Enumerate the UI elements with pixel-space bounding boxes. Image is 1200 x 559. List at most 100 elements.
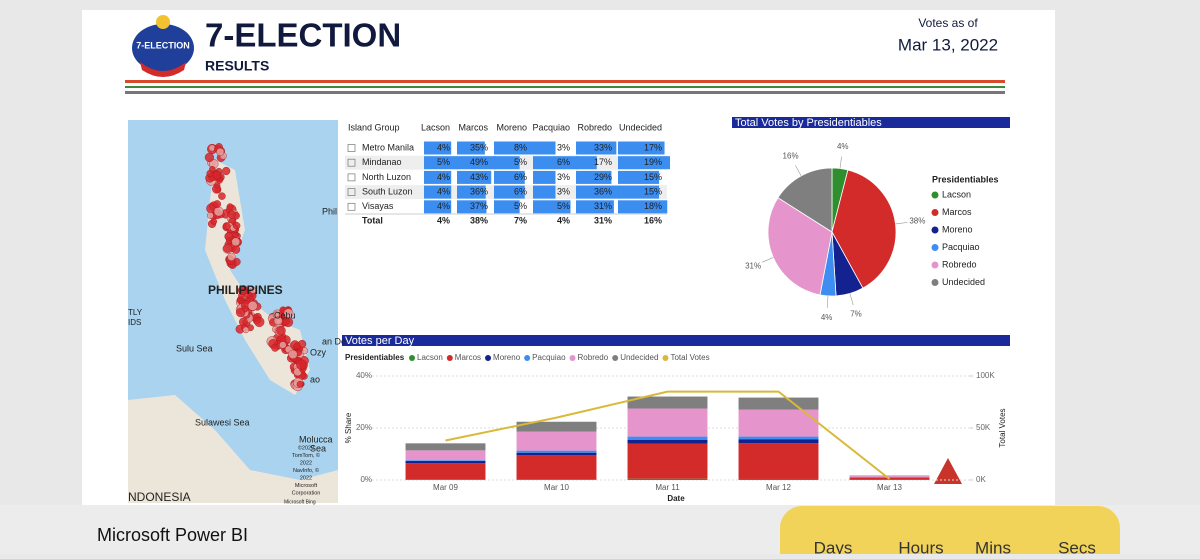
map-label: ao xyxy=(310,374,320,384)
data-bar xyxy=(533,186,556,199)
legend-label: Marcos xyxy=(942,207,972,217)
map-dot xyxy=(223,222,230,229)
y2-tick-label: 100K xyxy=(976,371,995,380)
y-tick-label: 40% xyxy=(356,371,372,380)
table-cell: 15% xyxy=(644,186,662,196)
chart-title: Votes per Day xyxy=(345,335,415,347)
bar-segment xyxy=(850,476,930,477)
table-cell: 6% xyxy=(514,186,527,196)
bar-segment xyxy=(406,479,486,480)
table-total: 7% xyxy=(514,215,527,225)
data-bar xyxy=(533,142,556,155)
legend-label: Undecided xyxy=(620,353,658,362)
table-header: Undecided xyxy=(619,122,662,132)
table-cell: Visayas xyxy=(362,201,394,211)
map-dot xyxy=(289,350,298,359)
table-cell: 43% xyxy=(470,172,488,182)
table-cell: 5% xyxy=(514,201,527,211)
bar-segment xyxy=(517,453,597,456)
table-total: 4% xyxy=(557,215,570,225)
x-axis-title: Date xyxy=(667,494,685,503)
table-cell: 33% xyxy=(594,142,612,152)
table-header: Lacson xyxy=(421,122,450,132)
bar-segment xyxy=(850,476,930,477)
table-header: Pacquiao xyxy=(532,122,570,132)
map-dot xyxy=(207,212,213,218)
table-cell: 49% xyxy=(470,157,488,167)
data-bar xyxy=(533,156,578,169)
map-dot xyxy=(243,327,249,333)
map-dot xyxy=(211,219,217,225)
table-cell: South Luzon xyxy=(362,186,413,196)
map-dot xyxy=(297,381,303,387)
bar-segment xyxy=(517,479,597,480)
legend-label: Pacquiao xyxy=(532,353,566,362)
bar-segment xyxy=(739,443,819,479)
legend-label: Total Votes xyxy=(670,353,709,362)
legend-title: Presidentiables xyxy=(345,353,405,362)
legend-label: Robredo xyxy=(578,353,609,362)
legend-dot xyxy=(447,355,453,361)
bar-segment xyxy=(517,455,597,479)
map-dot xyxy=(279,342,286,349)
map-dot xyxy=(209,166,215,172)
bar-segment xyxy=(628,437,708,440)
map-dot xyxy=(228,253,236,261)
table-cell: 4% xyxy=(437,186,450,196)
table-cell: 19% xyxy=(644,157,662,167)
y-tick-label: 20% xyxy=(356,423,372,432)
bar-segment xyxy=(406,443,486,450)
map-label: IDS xyxy=(128,318,141,327)
table-cell: Metro Manila xyxy=(362,142,414,152)
table-header: Marcos xyxy=(458,122,488,132)
pie-label: 16% xyxy=(783,152,799,161)
bar-segment xyxy=(406,450,486,460)
table-cell: 18% xyxy=(644,201,662,211)
bing: Microsoft Bing xyxy=(284,499,316,505)
map-dot xyxy=(209,145,215,151)
map-dot xyxy=(228,210,236,218)
table-cell: 5% xyxy=(514,157,527,167)
legend-dot xyxy=(932,244,939,251)
map-label: PHILIPPINES xyxy=(208,283,283,297)
y2-tick-label: 0K xyxy=(976,475,986,484)
y2-axis-title: Total Votes xyxy=(998,408,1007,447)
table-cell: 29% xyxy=(594,172,612,182)
map-dot xyxy=(236,308,245,317)
map-dot xyxy=(232,246,240,254)
table-total: Total xyxy=(362,215,383,225)
votes-as-of: Votes as of xyxy=(918,16,978,30)
pie-label: 7% xyxy=(850,310,862,319)
legend-label: Moreno xyxy=(493,353,521,362)
title-bar xyxy=(342,335,1010,346)
countdown-label: Days xyxy=(814,538,853,554)
map-attribution: Corporation xyxy=(292,490,321,496)
pie-label: 38% xyxy=(909,216,925,225)
bar-segment xyxy=(739,398,819,410)
table-cell: 17% xyxy=(594,157,612,167)
x-tick-label: Mar 12 xyxy=(766,483,791,492)
map-label: Phil xyxy=(322,206,337,216)
bar-segment xyxy=(406,463,486,479)
map-dot xyxy=(225,232,233,240)
bar-segment xyxy=(739,439,819,443)
map-label: Ozy xyxy=(310,347,327,357)
table-header: Moreno xyxy=(496,122,527,132)
table-cell: 3% xyxy=(557,186,570,196)
table-cell: 4% xyxy=(437,201,450,211)
legend-dot xyxy=(409,355,415,361)
pie-label: 4% xyxy=(821,313,833,322)
y2-tick-label: 50K xyxy=(976,423,991,432)
map-label: NDONESIA xyxy=(128,490,191,504)
legend-dot xyxy=(932,279,939,286)
table-cell: 15% xyxy=(644,172,662,182)
table-total: 38% xyxy=(470,215,488,225)
table-cell: 36% xyxy=(470,186,488,196)
subtitle: RESULTS xyxy=(205,58,269,74)
date: Mar 13, 2022 xyxy=(898,35,998,54)
map-attribution: NavInfo, © xyxy=(293,467,319,474)
pie-label: 4% xyxy=(837,142,849,151)
bar-segment xyxy=(517,451,597,453)
stripe xyxy=(125,80,1005,83)
